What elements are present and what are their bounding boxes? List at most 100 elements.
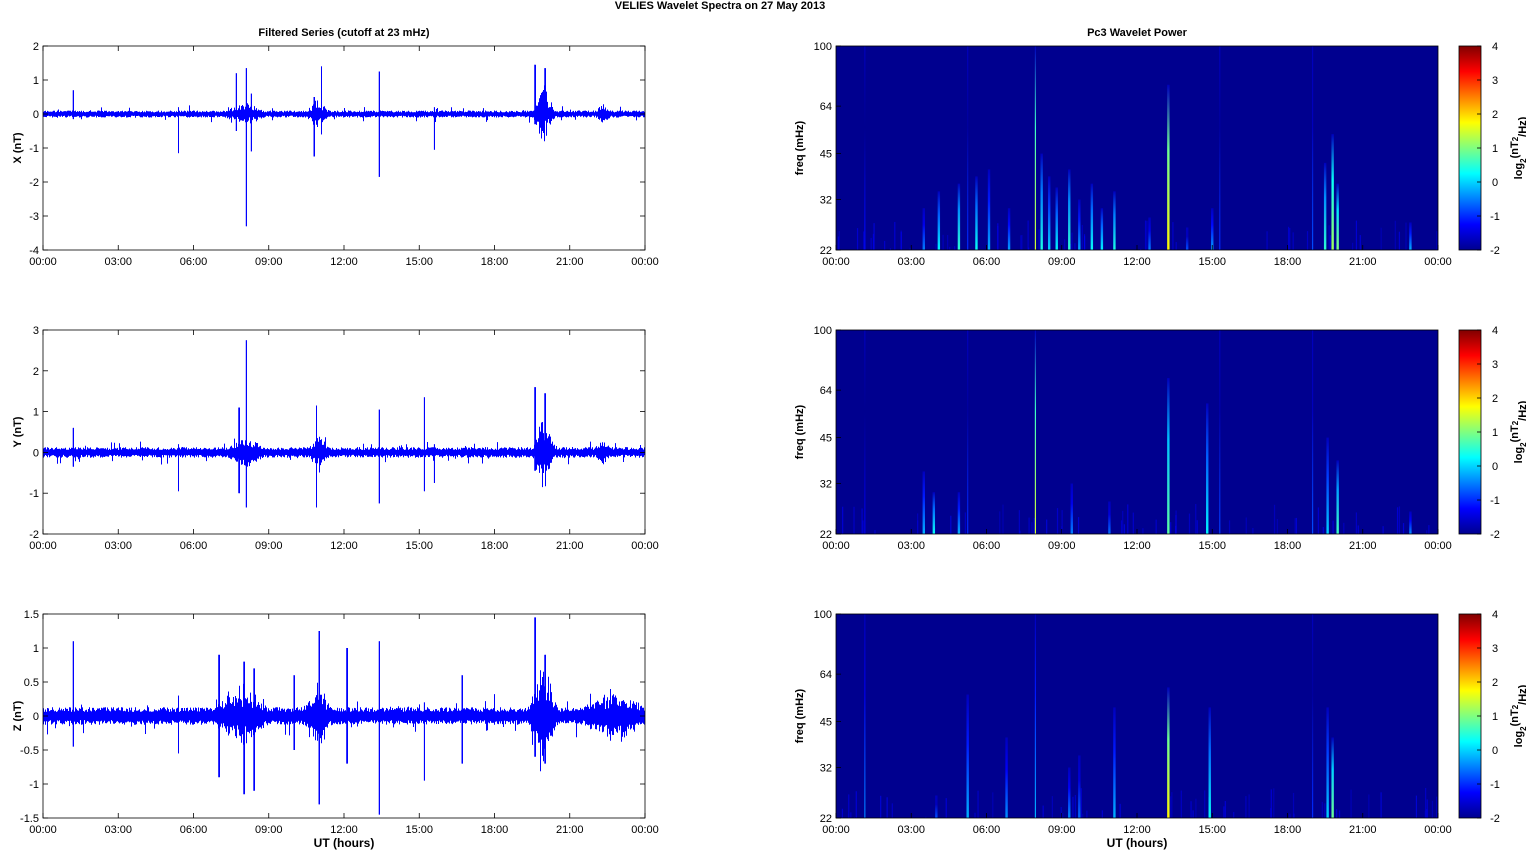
power-streak bbox=[1007, 208, 1011, 250]
noise-speck bbox=[1334, 243, 1336, 250]
power-streak bbox=[1034, 614, 1037, 818]
noise-speck bbox=[874, 530, 876, 534]
noise-speck bbox=[930, 532, 932, 534]
y-tick-label: -2 bbox=[29, 529, 39, 541]
x-tick-label: 03:00 bbox=[897, 256, 925, 268]
x-tick-label: 09:00 bbox=[255, 824, 283, 836]
y-tick-label: 100 bbox=[814, 325, 832, 337]
x-tick-label: 15:00 bbox=[405, 824, 433, 836]
noise-speck bbox=[1233, 811, 1235, 818]
y-tick-label: -2 bbox=[29, 177, 39, 189]
colorbar-tick-label: 2 bbox=[1492, 393, 1498, 405]
power-streak bbox=[975, 176, 978, 250]
y-tick-label: 45 bbox=[820, 433, 832, 445]
noise-speck bbox=[954, 246, 956, 250]
noise-speck bbox=[1196, 520, 1198, 534]
power-streak bbox=[1331, 737, 1334, 818]
noise-speck bbox=[1033, 517, 1035, 534]
power-streak bbox=[1068, 169, 1071, 250]
noise-speck bbox=[1324, 803, 1326, 818]
noise-speck bbox=[1270, 789, 1272, 818]
noise-speck bbox=[1287, 226, 1290, 250]
noise-speck bbox=[1292, 792, 1295, 818]
power-streak bbox=[967, 330, 969, 534]
noise-speck bbox=[1338, 810, 1341, 818]
colorbar-tick-label: -2 bbox=[1490, 529, 1500, 541]
noise-speck bbox=[1322, 527, 1324, 534]
noise-speck bbox=[1170, 522, 1172, 534]
x-tick-label: 18:00 bbox=[481, 256, 509, 268]
power-streak bbox=[1219, 46, 1221, 250]
x-tick-label: 18:00 bbox=[1274, 256, 1302, 268]
noise-speck bbox=[1061, 510, 1063, 534]
noise-speck bbox=[1031, 522, 1033, 534]
noise-speck bbox=[1144, 220, 1147, 250]
noise-speck bbox=[1056, 508, 1059, 534]
colorbar-label: log2(nT2/Hz) bbox=[1509, 116, 1526, 179]
noise-speck bbox=[1175, 525, 1177, 534]
power-streak bbox=[1034, 330, 1037, 534]
x-tick-label: 06:00 bbox=[180, 540, 208, 552]
colorbar-tick-label: -1 bbox=[1490, 779, 1500, 791]
noise-speck bbox=[1077, 517, 1080, 534]
noise-speck bbox=[997, 226, 999, 250]
x-tick-label: 06:00 bbox=[180, 824, 208, 836]
x-tick-label: 00:00 bbox=[29, 256, 57, 268]
y-tick-label: 64 bbox=[820, 101, 832, 113]
noise-speck bbox=[1382, 526, 1384, 534]
colorbar-tick-label: 1 bbox=[1492, 711, 1498, 723]
noise-speck bbox=[853, 506, 855, 534]
colorbar-tick-label: -1 bbox=[1490, 211, 1500, 223]
x-tick-label: 06:00 bbox=[180, 256, 208, 268]
noise-speck bbox=[1051, 796, 1053, 818]
noise-speck bbox=[1081, 224, 1083, 250]
x-tick-label: 00:00 bbox=[1424, 540, 1452, 552]
power-streak bbox=[957, 183, 961, 250]
noise-speck bbox=[1398, 231, 1400, 250]
colorbar-tick-label: 1 bbox=[1492, 143, 1498, 155]
power-streak bbox=[1326, 707, 1329, 818]
noise-speck bbox=[1074, 243, 1076, 250]
noise-speck bbox=[886, 797, 888, 818]
timeseries-panel-z: 1.510.50-0.5-1-1.500:00 03:00 06:00 09:00 12… bbox=[12, 609, 659, 836]
y-tick-label: 0 bbox=[33, 711, 39, 723]
noise-speck bbox=[850, 812, 852, 818]
noise-speck bbox=[949, 246, 951, 250]
power-streak bbox=[1167, 687, 1170, 818]
colorbar-tick-label: 3 bbox=[1492, 75, 1498, 87]
noise-speck bbox=[1195, 504, 1197, 534]
noise-speck bbox=[1398, 506, 1401, 534]
noise-speck bbox=[1086, 810, 1088, 818]
panels-group: 210-1-2-3-400:00 03:00 06:00 09:00 12:00 15:0… bbox=[12, 41, 1526, 836]
x-tick-label: 12:00 bbox=[1123, 824, 1151, 836]
noise-speck bbox=[1071, 232, 1073, 250]
power-streak bbox=[1336, 460, 1339, 534]
x-tick-label: 00:00 bbox=[822, 824, 850, 836]
noise-speck bbox=[1436, 796, 1438, 818]
noise-speck bbox=[837, 236, 840, 250]
x-tick-label: 12:00 bbox=[1123, 256, 1151, 268]
y-tick-label: 22 bbox=[820, 813, 832, 825]
noise-speck bbox=[1328, 225, 1330, 250]
noise-speck bbox=[1132, 512, 1134, 534]
power-streak bbox=[1070, 483, 1073, 534]
power-streak bbox=[1185, 227, 1189, 250]
x-tick-label: 09:00 bbox=[255, 256, 283, 268]
noise-speck bbox=[855, 791, 857, 818]
noise-speck bbox=[1002, 504, 1004, 534]
power-streak bbox=[1034, 46, 1037, 250]
y-tick-label: 1 bbox=[33, 407, 39, 419]
noise-speck bbox=[1294, 518, 1296, 534]
noise-speck bbox=[1038, 229, 1040, 250]
power-streak bbox=[1206, 403, 1209, 534]
x-tick-label: 15:00 bbox=[1198, 824, 1226, 836]
noise-speck bbox=[1402, 523, 1405, 534]
y-tick-label: 0 bbox=[33, 109, 39, 121]
noise-speck bbox=[935, 243, 937, 250]
x-tick-label: 21:00 bbox=[556, 256, 584, 268]
noise-speck bbox=[1120, 520, 1123, 534]
y-tick-label: 2 bbox=[33, 366, 39, 378]
noise-speck bbox=[1064, 239, 1066, 250]
